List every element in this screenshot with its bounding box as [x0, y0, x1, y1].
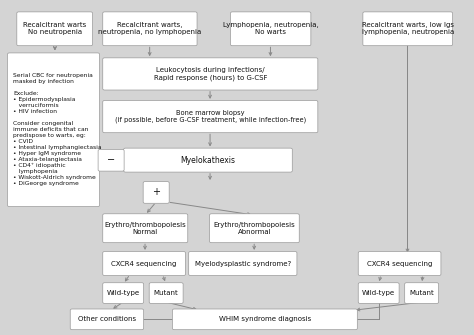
FancyBboxPatch shape — [103, 58, 318, 90]
FancyBboxPatch shape — [143, 182, 169, 203]
Text: Serial CBC for neutropenia
masked by infection

Exclude:
• Epidermodysplasia
   : Serial CBC for neutropenia masked by inf… — [13, 73, 101, 186]
Text: Erythro/thrombopoiesis
Normal: Erythro/thrombopoiesis Normal — [104, 222, 186, 235]
Text: Lymphopenia, neutropenia,
No warts: Lymphopenia, neutropenia, No warts — [223, 22, 319, 36]
FancyBboxPatch shape — [189, 252, 297, 275]
Text: Bone marrow biopsy
(if possible, before G-CSF treatment, while infection-free): Bone marrow biopsy (if possible, before … — [115, 110, 306, 124]
FancyBboxPatch shape — [230, 12, 311, 46]
FancyBboxPatch shape — [173, 309, 357, 330]
FancyBboxPatch shape — [103, 252, 185, 275]
FancyBboxPatch shape — [149, 283, 183, 304]
FancyBboxPatch shape — [363, 12, 453, 46]
Text: CXCR4 sequencing: CXCR4 sequencing — [367, 261, 432, 267]
Text: +: + — [152, 188, 160, 197]
FancyBboxPatch shape — [124, 148, 292, 172]
Text: Erythro/thrombopoiesis
Abnormal: Erythro/thrombopoiesis Abnormal — [214, 222, 295, 235]
Text: CXCR4 sequencing: CXCR4 sequencing — [111, 261, 177, 267]
Text: Recalcitrant warts,
neutropenia, no lymphopenia: Recalcitrant warts, neutropenia, no lymp… — [98, 22, 201, 36]
FancyBboxPatch shape — [103, 12, 197, 46]
Text: Mutant: Mutant — [409, 290, 434, 296]
Text: Mutant: Mutant — [154, 290, 179, 296]
FancyBboxPatch shape — [17, 12, 92, 46]
Text: Myelodysplastic syndrome?: Myelodysplastic syndrome? — [195, 261, 291, 267]
FancyBboxPatch shape — [103, 214, 188, 243]
FancyBboxPatch shape — [103, 283, 144, 304]
FancyBboxPatch shape — [358, 252, 441, 275]
FancyBboxPatch shape — [405, 283, 438, 304]
Text: Wild-type: Wild-type — [107, 290, 140, 296]
Text: WHIM syndrome diagnosis: WHIM syndrome diagnosis — [219, 316, 311, 322]
Text: −: − — [107, 155, 115, 165]
Text: Myelokathexis: Myelokathexis — [181, 156, 236, 164]
Text: Other conditions: Other conditions — [78, 316, 136, 322]
FancyBboxPatch shape — [210, 214, 299, 243]
Text: Wild-type: Wild-type — [362, 290, 395, 296]
Text: Recalcitrant warts
No neutropenia: Recalcitrant warts No neutropenia — [23, 22, 86, 36]
FancyBboxPatch shape — [103, 100, 318, 133]
FancyBboxPatch shape — [358, 283, 399, 304]
Text: Recalcitrant warts, low Igs
lymphopenia, neutropenia: Recalcitrant warts, low Igs lymphopenia,… — [362, 22, 454, 36]
FancyBboxPatch shape — [98, 149, 124, 171]
Text: Leukocytosis during infections/
Rapid response (hours) to G-CSF: Leukocytosis during infections/ Rapid re… — [154, 67, 267, 81]
FancyBboxPatch shape — [8, 53, 100, 207]
FancyBboxPatch shape — [70, 309, 144, 330]
